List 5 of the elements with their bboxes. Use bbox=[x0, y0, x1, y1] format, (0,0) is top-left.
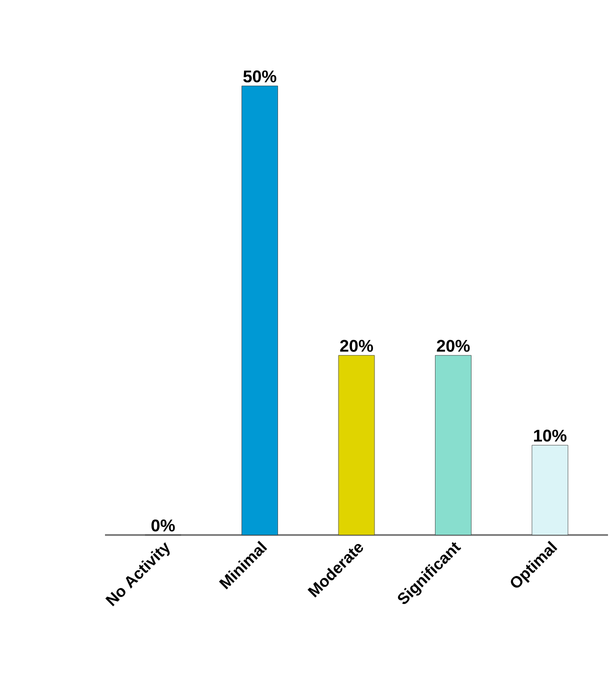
data-label: 20% bbox=[436, 340, 470, 352]
data-label: 20% bbox=[340, 340, 373, 352]
data-label: 0% bbox=[151, 519, 175, 532]
data-label: 10% bbox=[534, 430, 566, 442]
data-label: 50% bbox=[243, 70, 276, 82]
